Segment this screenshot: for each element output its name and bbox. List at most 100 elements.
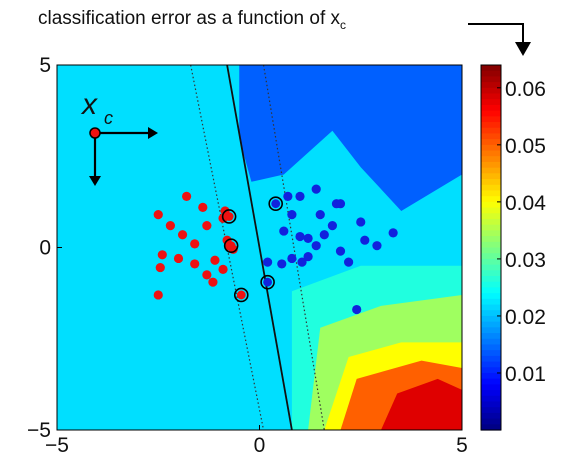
colorbar-segment	[481, 372, 501, 380]
colorbar-segment	[481, 76, 501, 83]
blue-support-ring-2	[260, 274, 275, 290]
colorbar-segment	[481, 196, 501, 203]
inset-symbol: x	[80, 88, 98, 121]
xc-point	[89, 127, 101, 139]
red-point-12	[202, 270, 212, 280]
x-tick-label: 5	[456, 434, 468, 457]
colorbar-segment	[481, 281, 501, 289]
colorbar-segment	[481, 218, 501, 226]
red-point-14	[155, 262, 165, 273]
red-support-vector-3	[236, 290, 246, 300]
inset-arrow-down-head	[89, 176, 101, 186]
colorbar-segment	[481, 224, 501, 231]
colorbar-segment	[481, 82, 501, 89]
x-tick-label: 0	[254, 434, 266, 457]
colorbar-segment	[481, 93, 501, 100]
title-text: classification error as a function of x	[38, 8, 341, 29]
red-point-4	[153, 210, 163, 220]
y-tick-label: 0	[39, 237, 51, 260]
red-point-10	[190, 259, 200, 269]
blue-point-18	[311, 241, 321, 251]
colorbar-segment	[481, 424, 501, 431]
blue-point-7	[315, 210, 325, 220]
red-support-vector-2	[226, 241, 236, 251]
blue-point-25	[263, 257, 273, 267]
colorbar-segment	[481, 190, 501, 197]
colorbar-segment	[481, 412, 501, 420]
colorbar-segment	[481, 333, 501, 340]
colorbar: 0.06 0.05 0.04 0.03 0.02 0.01	[480, 64, 546, 431]
colorbar-segment	[481, 378, 501, 385]
colorbar-segment	[481, 156, 501, 163]
colorbar-segment	[481, 350, 501, 357]
red-point-11	[210, 255, 220, 265]
red-point-5	[165, 221, 175, 231]
colorbar-segment	[481, 127, 501, 135]
colorbar-frame	[480, 64, 502, 431]
y-tick-label: 5	[39, 54, 51, 77]
colorbar-segment	[481, 230, 501, 237]
colorbar-segment	[481, 150, 501, 157]
blue-point-8	[327, 221, 337, 231]
colorbar-segment	[481, 355, 501, 363]
colorbar-segment	[481, 213, 501, 220]
red-point-2	[198, 202, 208, 212]
colorbar-segment	[481, 122, 501, 129]
red-support-ring-2	[223, 238, 239, 253]
colorbar-segment	[481, 270, 501, 277]
colorbar-segment	[481, 139, 501, 146]
colorbar-segment	[481, 65, 501, 72]
colorbar-segment	[481, 293, 501, 300]
colorbar-segment	[481, 87, 501, 95]
colorbar-segment	[481, 167, 501, 174]
red-point-9	[173, 253, 184, 264]
colorbar-segment	[481, 247, 501, 254]
colorbar-segment	[481, 133, 501, 140]
blue-point-11	[303, 233, 313, 243]
colorbar-tick-label: 0.01	[505, 363, 546, 386]
y-tick-label: −5	[27, 419, 51, 442]
blue-point-15	[360, 235, 370, 245]
colorbar-segment	[481, 315, 501, 323]
title-arrow	[468, 23, 524, 44]
red-point-8	[157, 250, 167, 260]
colorbar-segment	[481, 258, 501, 266]
colorbar-segment	[481, 276, 501, 283]
axes: −5 0 5 5 0 −5	[27, 54, 468, 457]
blue-point-17	[335, 246, 346, 256]
colorbar-segment	[481, 161, 501, 169]
colorbar-segment	[481, 184, 501, 192]
margin-line-2	[262, 65, 325, 430]
colorbar-segment	[481, 298, 501, 306]
colorbar-segment	[481, 173, 501, 180]
title-subscript: c	[340, 17, 347, 32]
colorbar-tick-label: 0.02	[505, 306, 546, 329]
red-support-ring-3	[233, 287, 249, 303]
blue-point-21	[287, 253, 297, 264]
blue-point-3	[283, 191, 293, 201]
blue-point-6	[335, 199, 346, 209]
colorbar-segment	[481, 264, 501, 271]
blue-point-12	[319, 230, 329, 240]
red-point-1	[182, 191, 192, 201]
blue-point-16	[372, 241, 382, 251]
red-support-vector-1	[224, 212, 234, 221]
red-point-13	[208, 277, 218, 287]
colorbar-segment	[481, 241, 501, 249]
blue-point-4	[287, 210, 297, 220]
colorbar-segment	[481, 367, 501, 374]
colorbar-segment	[481, 201, 501, 209]
blue-point-14	[295, 231, 305, 242]
decision-boundary	[226, 65, 293, 430]
colorbar-segment	[481, 304, 501, 311]
blue-point-1	[311, 184, 321, 194]
colorbar-segment	[481, 70, 501, 78]
colorbar-segment	[481, 236, 501, 243]
blue-support-vector-2	[263, 277, 272, 287]
chart-title: classification error as a function of xc	[38, 8, 346, 32]
colorbar-segment	[481, 344, 501, 351]
blue-point-20	[297, 257, 307, 267]
red-point-15	[153, 290, 163, 300]
